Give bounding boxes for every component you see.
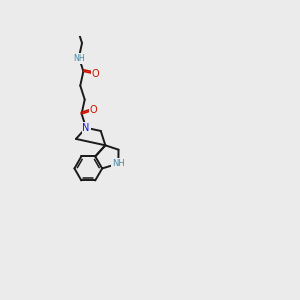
Text: NH: NH [112, 159, 125, 168]
Text: NH: NH [112, 159, 125, 168]
Text: N: N [82, 123, 90, 133]
Text: O: O [92, 69, 99, 79]
Text: O: O [90, 105, 97, 115]
Text: NH: NH [73, 54, 85, 63]
Text: N: N [82, 123, 90, 133]
